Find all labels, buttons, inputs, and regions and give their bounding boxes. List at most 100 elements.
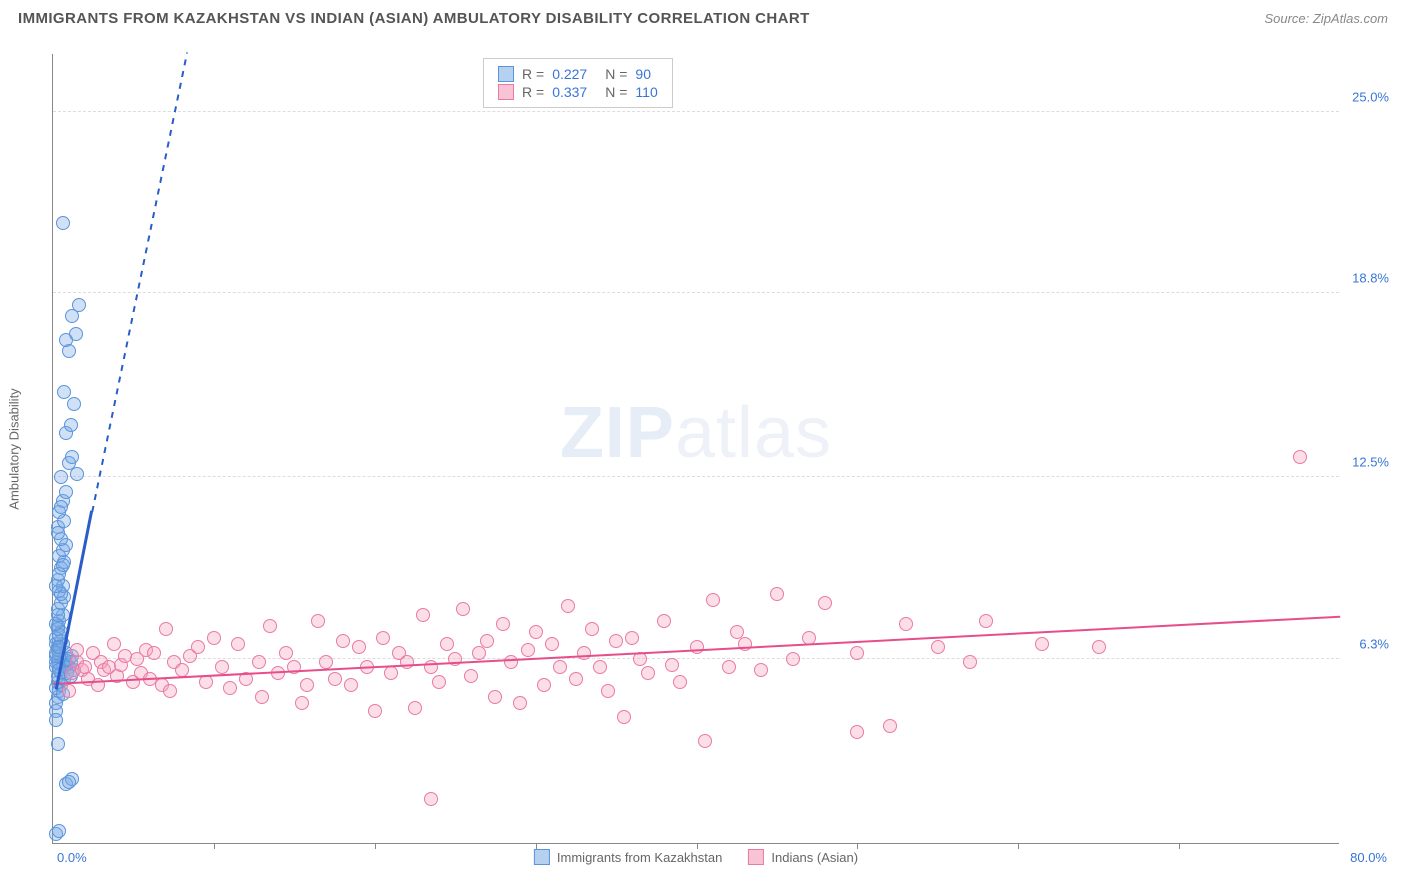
data-point	[537, 678, 551, 692]
data-point	[569, 672, 583, 686]
data-point	[657, 614, 671, 628]
legend-swatch	[498, 84, 514, 100]
r-label: R =	[522, 84, 544, 100]
data-point	[585, 622, 599, 636]
data-point	[64, 418, 78, 432]
data-point	[553, 660, 567, 674]
r-label: R =	[522, 66, 544, 82]
data-point	[51, 737, 65, 751]
data-point	[963, 655, 977, 669]
x-axis-max-label: 80.0%	[1350, 850, 1387, 865]
data-point	[601, 684, 615, 698]
data-point	[786, 652, 800, 666]
source-attribution: Source: ZipAtlas.com	[1264, 11, 1388, 26]
legend-swatch	[534, 849, 550, 865]
data-point	[336, 634, 350, 648]
x-tick	[1018, 843, 1019, 849]
data-point	[147, 646, 161, 660]
data-point	[67, 397, 81, 411]
gridline	[53, 658, 1339, 659]
data-point	[368, 704, 382, 718]
x-axis-min-label: 0.0%	[57, 850, 87, 865]
gridline	[53, 111, 1339, 112]
r-value: 0.337	[552, 84, 587, 100]
data-point	[352, 640, 366, 654]
data-point	[300, 678, 314, 692]
stats-legend: R =0.227N =90R =0.337N =110	[483, 58, 673, 108]
data-point	[328, 672, 342, 686]
legend-series-label: Immigrants from Kazakhstan	[557, 850, 722, 865]
data-point	[899, 617, 913, 631]
data-point	[698, 734, 712, 748]
data-point	[818, 596, 832, 610]
watermark: ZIPatlas	[560, 392, 832, 474]
data-point	[56, 216, 70, 230]
data-point	[641, 666, 655, 680]
data-point	[673, 675, 687, 689]
data-point	[57, 385, 71, 399]
data-point	[529, 625, 543, 639]
x-tick	[375, 843, 376, 849]
y-tick-label: 12.5%	[1341, 455, 1389, 470]
data-point	[384, 666, 398, 680]
y-tick-label: 6.3%	[1341, 636, 1389, 651]
data-point	[609, 634, 623, 648]
data-point	[72, 298, 86, 312]
y-tick-label: 18.8%	[1341, 270, 1389, 285]
data-point	[51, 608, 65, 622]
legend-swatch	[748, 849, 764, 865]
data-point	[51, 526, 65, 540]
data-point	[883, 719, 897, 733]
data-point	[255, 690, 269, 704]
data-point	[504, 655, 518, 669]
data-point	[207, 631, 221, 645]
chart-container: Ambulatory Disability ZIPatlas R =0.227N…	[52, 54, 1390, 844]
data-point	[408, 701, 422, 715]
data-point	[706, 593, 720, 607]
data-point	[754, 663, 768, 677]
data-point	[252, 655, 266, 669]
data-point	[279, 646, 293, 660]
trend-line	[53, 616, 1340, 685]
data-point	[107, 637, 121, 651]
data-point	[577, 646, 591, 660]
data-point	[311, 614, 325, 628]
data-point	[215, 660, 229, 674]
trend-line	[91, 52, 187, 512]
data-point	[979, 614, 993, 628]
x-tick	[214, 843, 215, 849]
data-point	[440, 637, 454, 651]
data-point	[617, 710, 631, 724]
data-point	[690, 640, 704, 654]
data-point	[464, 669, 478, 683]
legend-swatch	[498, 66, 514, 82]
data-point	[62, 775, 76, 789]
x-tick	[1179, 843, 1180, 849]
data-point	[319, 655, 333, 669]
data-point	[730, 625, 744, 639]
data-point	[432, 675, 446, 689]
data-point	[70, 467, 84, 481]
x-tick	[536, 843, 537, 849]
data-point	[424, 792, 438, 806]
legend-series-item: Indians (Asian)	[748, 849, 858, 865]
data-point	[70, 643, 84, 657]
data-point	[521, 643, 535, 657]
data-point	[665, 658, 679, 672]
legend-series-item: Immigrants from Kazakhstan	[534, 849, 722, 865]
y-tick-label: 25.0%	[1341, 89, 1389, 104]
page-title: IMMIGRANTS FROM KAZAKHSTAN VS INDIAN (AS…	[18, 10, 810, 27]
scatter-plot: ZIPatlas R =0.227N =90R =0.337N =110 0.0…	[52, 54, 1339, 844]
gridline	[53, 476, 1339, 477]
data-point	[472, 646, 486, 660]
data-point	[931, 640, 945, 654]
r-value: 0.227	[552, 66, 587, 82]
data-point	[49, 713, 63, 727]
data-point	[376, 631, 390, 645]
n-label: N =	[605, 66, 627, 82]
data-point	[223, 681, 237, 695]
data-point	[54, 470, 68, 484]
data-point	[56, 558, 70, 572]
series-legend: Immigrants from Kazakhstan Indians (Asian…	[534, 849, 858, 865]
data-point	[69, 327, 83, 341]
